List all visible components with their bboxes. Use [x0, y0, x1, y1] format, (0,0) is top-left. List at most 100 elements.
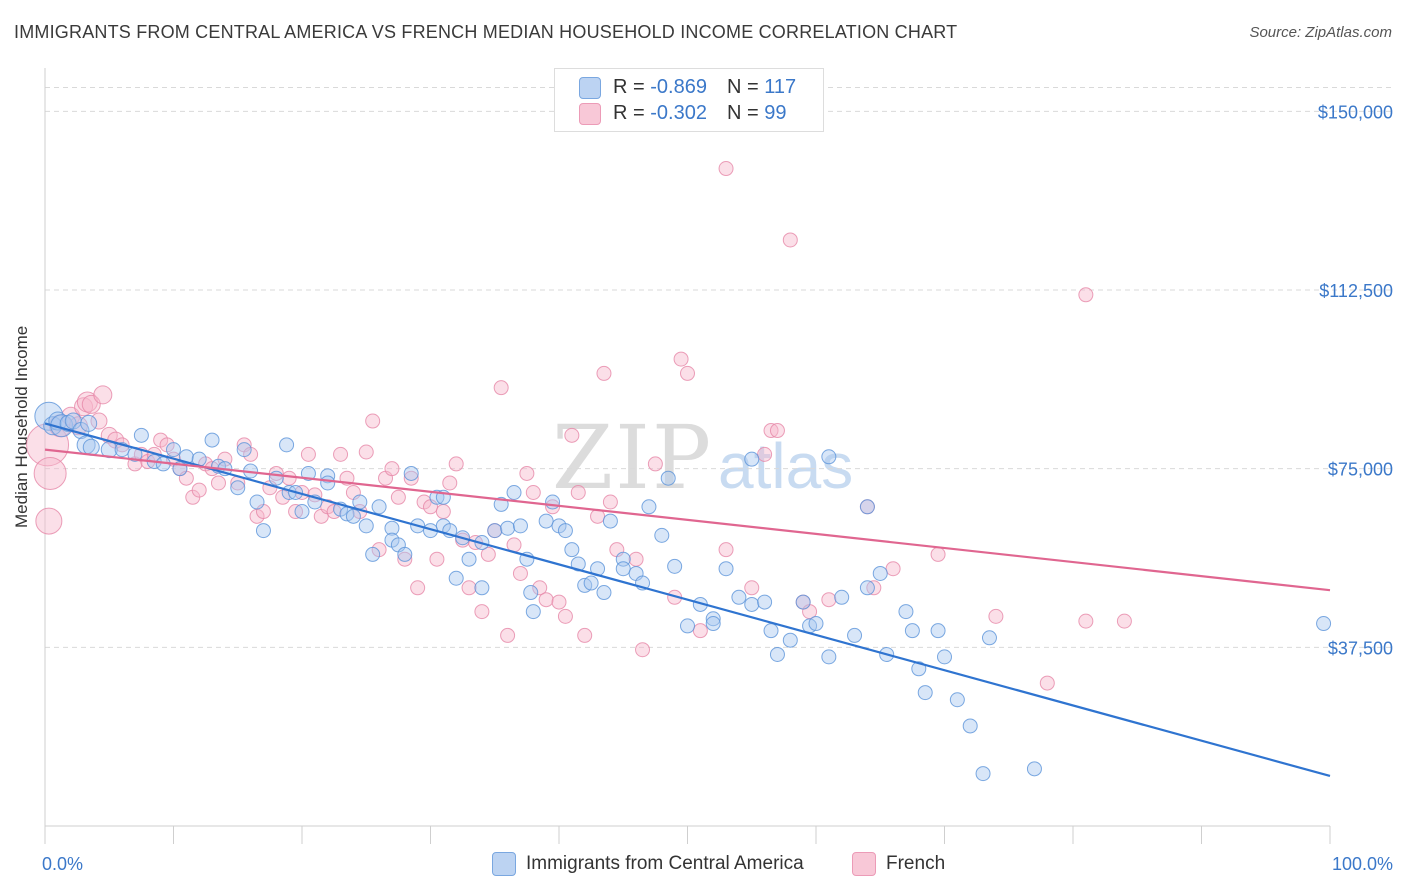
french-point — [635, 642, 651, 658]
central-america-point — [763, 623, 779, 639]
central-america-point — [834, 589, 850, 605]
french-point — [448, 456, 464, 472]
french-point — [474, 604, 490, 620]
x-tick-labels: 0.0% 100.0% — [42, 854, 1393, 874]
central-america-point — [744, 596, 760, 612]
central-america-point — [859, 499, 875, 515]
central-america-point — [371, 499, 387, 515]
central-america-point — [821, 449, 837, 465]
central-america-point — [705, 616, 721, 632]
french-point — [692, 623, 708, 639]
french-point — [403, 470, 419, 486]
french-point — [557, 608, 573, 624]
central-america-point — [596, 585, 612, 601]
central-america-point — [545, 494, 561, 510]
central-america-point — [975, 766, 991, 782]
pink-swatch — [852, 852, 876, 876]
watermark-zip: ZIP — [552, 406, 713, 509]
french-point — [866, 580, 882, 596]
stats-legend-row-blue: R = -0.869 N = 117 — [579, 76, 796, 100]
central-america-point — [808, 616, 824, 632]
central-america-point — [1026, 761, 1042, 777]
central-america-point — [320, 475, 336, 491]
central-america-point — [917, 685, 933, 701]
french-point — [570, 484, 586, 500]
central-america-point — [500, 520, 516, 536]
central-america-point — [525, 604, 541, 620]
french-point — [461, 580, 477, 596]
central-america-point — [859, 580, 875, 596]
central-america-point — [615, 561, 631, 577]
central-america-trend-line — [44, 422, 1331, 778]
french-point — [35, 507, 63, 535]
central-america-point — [166, 442, 181, 458]
central-america-point — [904, 623, 920, 639]
french-point — [628, 551, 644, 567]
pink-swatch — [579, 102, 601, 125]
central-america-point — [345, 508, 361, 524]
french-point — [333, 446, 349, 462]
central-america-point — [294, 504, 310, 520]
french-point — [390, 489, 406, 505]
french-point — [365, 413, 381, 429]
french-point — [1078, 287, 1094, 303]
central-america-point — [898, 604, 914, 620]
french-point — [718, 161, 734, 177]
central-america-point — [236, 442, 252, 458]
y-tick-labels: $37,500 $75,000 $112,500 $150,000 — [1318, 102, 1393, 658]
french-point — [281, 470, 297, 486]
central-america-point — [782, 632, 798, 648]
french-point — [442, 475, 458, 491]
y-tick-label: $75,000 — [1328, 460, 1393, 480]
central-america-point — [230, 480, 246, 496]
french-point — [435, 504, 451, 520]
french-point — [300, 446, 316, 462]
central-america-point — [300, 465, 316, 481]
french-point — [988, 608, 1004, 624]
r-label: R = — [613, 76, 651, 98]
french-point — [1039, 675, 1055, 691]
central-america-point — [847, 627, 863, 643]
central-america-point — [506, 484, 522, 500]
central-america-point — [667, 558, 683, 574]
n-value: 99 — [764, 102, 787, 124]
central-america-point — [949, 692, 965, 708]
french-point — [74, 397, 94, 417]
central-america-point — [34, 401, 64, 431]
french-point — [512, 565, 528, 581]
french-point — [647, 456, 663, 472]
french-point — [763, 423, 779, 439]
french-point — [358, 444, 374, 460]
central-america-point — [744, 451, 760, 467]
central-america-point — [872, 565, 888, 581]
french-point — [1116, 613, 1132, 629]
french-point — [500, 627, 516, 643]
y-tick-label: $150,000 — [1318, 102, 1393, 122]
french-point — [551, 594, 567, 610]
legend-label: Immigrants from Central America — [526, 853, 804, 875]
central-america-point — [557, 523, 573, 539]
french-point — [493, 380, 509, 396]
french-point — [885, 561, 901, 577]
central-america-point — [660, 470, 676, 486]
central-america-point — [821, 649, 837, 665]
x-tick-label: 100.0% — [1332, 854, 1393, 874]
central-america-point — [358, 518, 374, 534]
french-point — [564, 427, 580, 443]
french-point — [577, 627, 593, 643]
r-value: -0.302 — [650, 102, 707, 124]
central-america-point — [795, 594, 811, 610]
trend-lines — [44, 422, 1331, 778]
blue-swatch — [492, 852, 516, 876]
central-america-point — [448, 570, 464, 586]
french-point — [384, 461, 400, 477]
french-point — [538, 592, 554, 608]
french-point — [288, 504, 304, 520]
central-america-point — [255, 523, 271, 539]
central-america-point — [731, 589, 747, 605]
legend-label: French — [886, 853, 946, 875]
central-america-point — [680, 618, 695, 634]
central-america-point — [80, 414, 98, 432]
french-point — [532, 580, 548, 596]
french-point — [782, 232, 798, 248]
